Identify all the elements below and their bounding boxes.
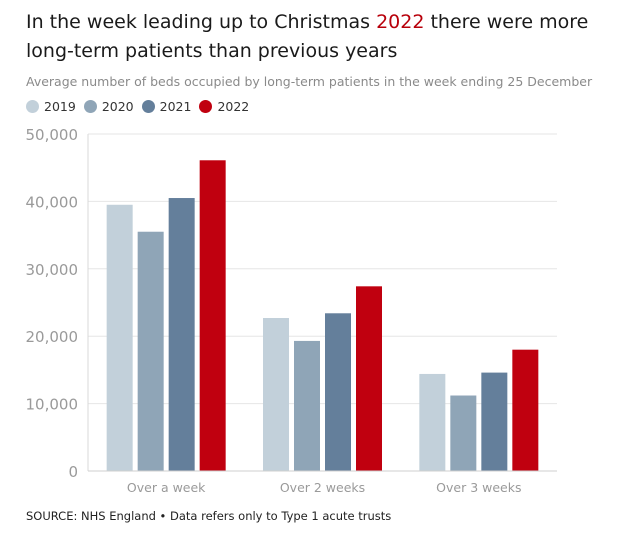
legend-item-2019: 2019 <box>26 99 76 114</box>
legend-swatch-2020 <box>83 100 97 113</box>
bar-2022-3 <box>512 349 539 471</box>
bar-2020-3 <box>450 395 477 471</box>
bar-2022-2 <box>356 286 382 471</box>
bar-2021-2 <box>325 313 351 471</box>
bar-2020-2 <box>294 340 320 471</box>
x-tick-label: Over a week <box>127 480 206 495</box>
title-text-end: there were more long-term patients than … <box>26 11 589 62</box>
legend-label-2020: 2020 <box>101 99 134 114</box>
legend-swatch-2021 <box>141 100 155 113</box>
chart-title: In the week leading up to Christmas 2022… <box>26 8 616 66</box>
y-tick-label: 30,000 <box>26 261 79 279</box>
legend-item-2020: 2020 <box>83 99 134 114</box>
legend-label-2019: 2019 <box>44 99 76 114</box>
legend-label-2021: 2021 <box>159 99 192 114</box>
y-tick-label: 40,000 <box>26 193 79 211</box>
bar-2021-1 <box>168 198 195 471</box>
bar-2019-1 <box>106 204 133 471</box>
bar-2021-3 <box>481 372 508 471</box>
bar-2019-2 <box>263 318 289 471</box>
legend-swatch-2022 <box>199 100 213 113</box>
legend-label-2022: 2022 <box>217 99 250 114</box>
y-tick-label: 10,000 <box>26 396 79 414</box>
legend-item-2022: 2022 <box>199 99 249 114</box>
title-highlight-year: 2022 <box>376 11 425 33</box>
title-text-start: In the week leading up to Christmas <box>26 11 377 33</box>
y-tick-label: 20,000 <box>26 328 79 346</box>
x-tick-label: Over 3 weeks <box>436 480 521 495</box>
y-tick-label: 0 <box>68 463 78 481</box>
source-note: SOURCE: NHS England • Data refers only t… <box>26 509 392 523</box>
bar-2020-1 <box>137 231 164 471</box>
bar-2022-1 <box>199 160 226 471</box>
bar-2019-3 <box>419 373 446 471</box>
y-tick-label: 50,000 <box>26 126 79 144</box>
chart-legend: 2019 2020 2021 2022 <box>26 99 257 114</box>
x-tick-label: Over 2 weeks <box>280 480 365 495</box>
legend-swatch-2019 <box>26 100 39 113</box>
chart-subtitle: Average number of beds occupied by long-… <box>26 74 593 89</box>
legend-item-2021: 2021 <box>141 99 192 114</box>
